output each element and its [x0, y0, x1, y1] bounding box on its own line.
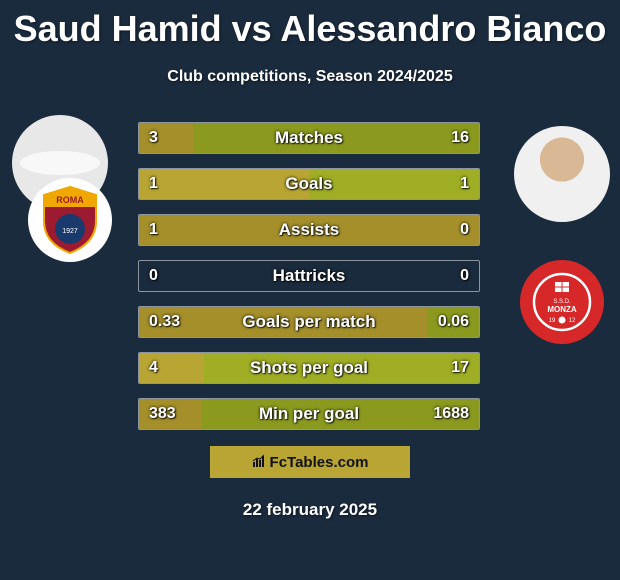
chart-icon: [252, 454, 266, 471]
svg-text:12: 12: [569, 318, 576, 324]
stat-row: 1 0 Assists: [138, 214, 480, 246]
stat-label: Shots per goal: [250, 358, 368, 378]
stat-value-left: 0.33: [149, 313, 180, 331]
stat-label: Goals per match: [242, 312, 375, 332]
stat-row: 0.33 0.06 Goals per match: [138, 306, 480, 338]
svg-text:19: 19: [549, 318, 556, 324]
stat-row: 0 0 Hattricks: [138, 260, 480, 292]
brand-badge[interactable]: FcTables.com: [210, 446, 410, 478]
stat-row: 4 17 Shots per goal: [138, 352, 480, 384]
stat-value-left: 1: [149, 175, 158, 193]
brand-label: FcTables.com: [270, 454, 369, 471]
stat-row: 383 1688 Min per goal: [138, 398, 480, 430]
bar-right: [309, 169, 479, 199]
stat-value-left: 4: [149, 359, 158, 377]
stat-value-right: 0: [460, 267, 469, 285]
stat-value-left: 383: [149, 405, 176, 423]
bar-left: [139, 169, 309, 199]
club-right-badge: S.S.D. MONZA 19 12: [520, 260, 604, 344]
stat-value-right: 16: [451, 129, 469, 147]
stat-value-right: 0: [460, 221, 469, 239]
date-label: 22 february 2025: [0, 500, 620, 520]
stat-value-left: 1: [149, 221, 158, 239]
svg-text:1927: 1927: [62, 228, 78, 235]
bar-left: [139, 123, 193, 153]
stat-value-right: 17: [451, 359, 469, 377]
stat-label: Min per goal: [259, 404, 359, 424]
stat-value-right: 0.06: [438, 313, 469, 331]
monza-crest-icon: S.S.D. MONZA 19 12: [532, 272, 592, 332]
stat-value-right: 1688: [433, 405, 469, 423]
stat-row: 3 16 Matches: [138, 122, 480, 154]
page-title: Saud Hamid vs Alessandro Bianco: [0, 0, 620, 50]
stats-container: 3 16 Matches 1 1 Goals 1 0 Assists 0 0 Hattricks 0.3…: [138, 122, 480, 430]
stat-label: Hattricks: [273, 266, 346, 286]
player-right-avatar: [514, 126, 610, 222]
stat-label: Matches: [275, 128, 343, 148]
svg-text:ROMA: ROMA: [56, 195, 84, 205]
stat-label: Goals: [285, 174, 332, 194]
stat-value-left: 0: [149, 267, 158, 285]
stat-row: 1 1 Goals: [138, 168, 480, 200]
stat-value-left: 3: [149, 129, 158, 147]
club-left-badge: ROMA 1927: [28, 178, 112, 262]
stat-value-right: 1: [460, 175, 469, 193]
subtitle: Club competitions, Season 2024/2025: [0, 68, 620, 86]
stat-label: Assists: [279, 220, 339, 240]
svg-text:MONZA: MONZA: [547, 305, 577, 314]
roma-crest-icon: ROMA 1927: [40, 185, 100, 255]
